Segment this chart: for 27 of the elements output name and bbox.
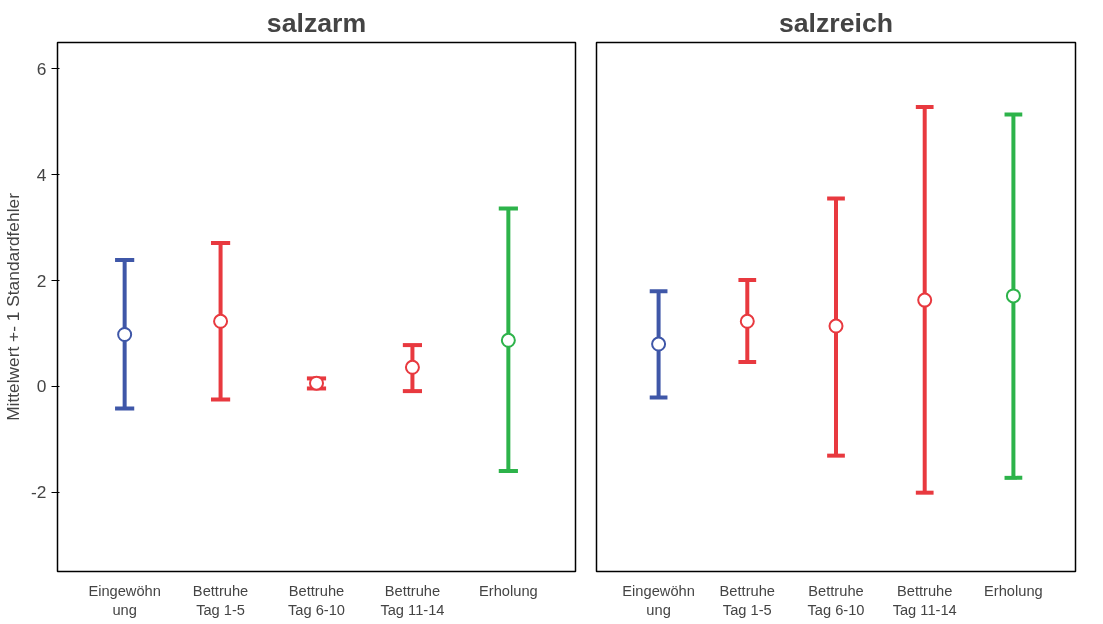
point [917, 292, 933, 308]
x-tick-label: Bettruhe Tag 11-14 [380, 582, 445, 618]
x-tick-label: Bettruhe Tag 11-14 [892, 582, 957, 618]
y-tick-label: 6 [36, 58, 47, 79]
point [117, 327, 133, 342]
point [404, 359, 420, 375]
y-tick-label: -2 [31, 482, 47, 503]
point [828, 318, 844, 334]
point [500, 332, 516, 348]
point [1005, 288, 1021, 304]
y-tick-label: 2 [36, 270, 47, 291]
y-tick-label: 4 [36, 164, 47, 185]
x-tick-label: Bettruhe Tag 6-10 [287, 582, 346, 618]
y-axis-title: Mittelwert +- 1 Standardfehler [3, 192, 24, 421]
x-tick-label: Bettruhe Tag 6-10 [807, 582, 865, 618]
chart-title: salzreich [778, 7, 894, 38]
chart-title: salzarm [266, 7, 367, 38]
x-tick-label: Bettruhe Tag 1-5 [192, 582, 249, 618]
point [739, 313, 755, 329]
point [651, 336, 667, 352]
x-tick-label: Bettruhe Tag 1-5 [719, 582, 775, 618]
x-tick-label: Eingewöhn ung [622, 582, 695, 618]
y-tick-label: 0 [36, 376, 47, 397]
point [213, 313, 229, 329]
x-tick-label: Erholung [984, 582, 1043, 599]
x-tick-label: Erholung [479, 582, 538, 599]
x-tick-label: Eingewöhn ung [88, 582, 161, 618]
